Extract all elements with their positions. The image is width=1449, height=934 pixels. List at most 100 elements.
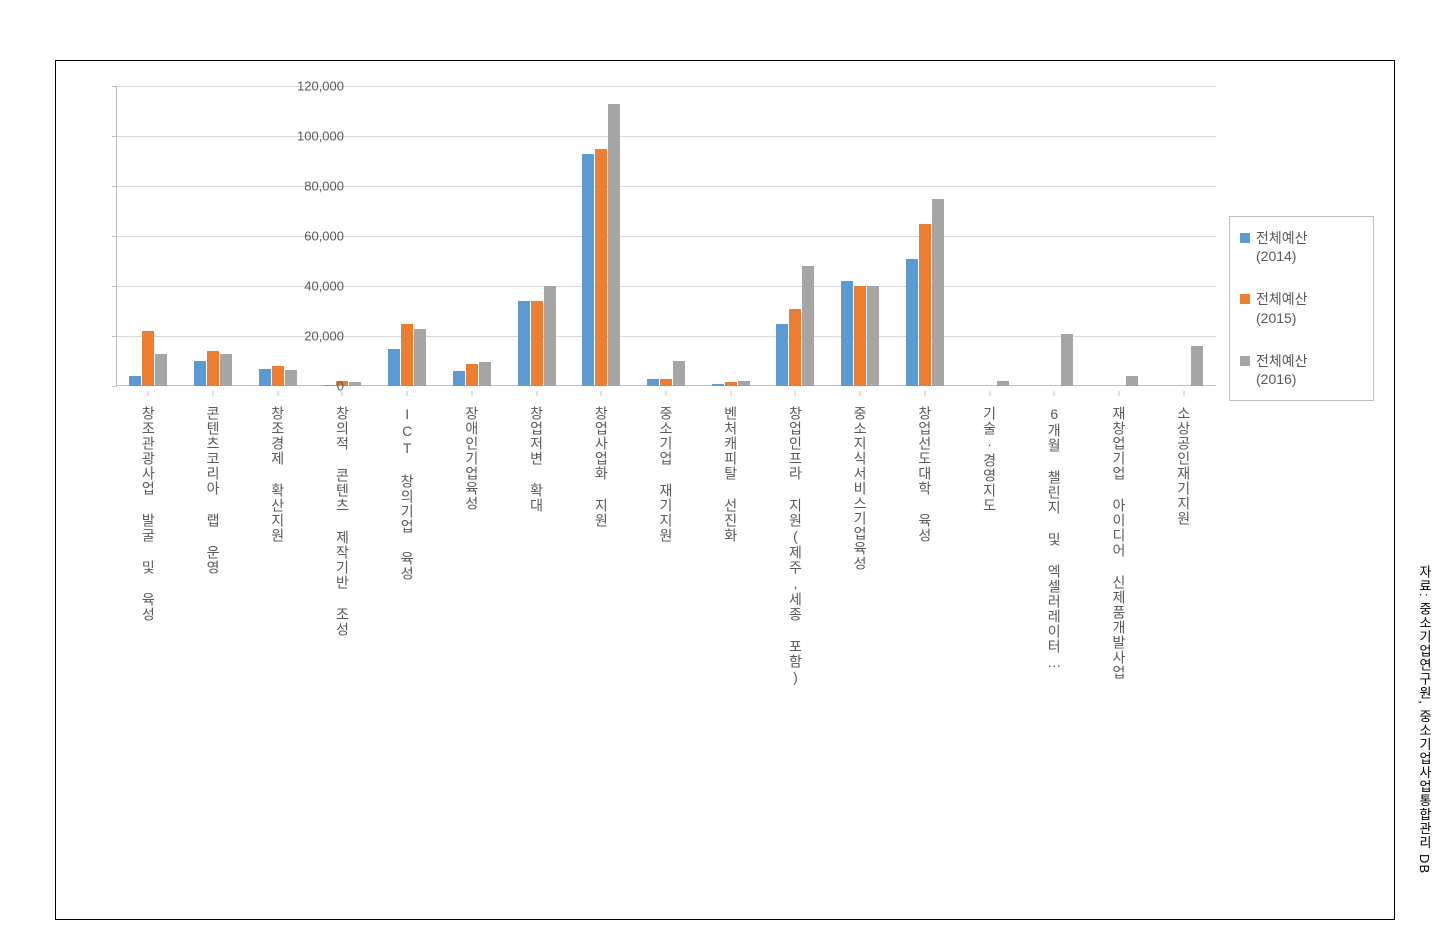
bar-group	[1035, 334, 1073, 387]
legend-label: 전체예산(2014)	[1256, 229, 1308, 265]
bar	[518, 301, 530, 386]
bar	[401, 324, 413, 387]
y-tick-label: 60,000	[284, 229, 344, 244]
bar	[220, 354, 232, 387]
bar-group	[194, 351, 232, 386]
bar-group	[518, 286, 556, 386]
x-tick-mark	[924, 391, 925, 396]
bar	[129, 376, 141, 386]
bar	[802, 266, 814, 386]
bars-area	[116, 86, 1216, 386]
chart-container: 창조관광사업 발굴 및 육성 콘텐츠코리아 랩 운영 창조경제 확산지원 창의적 콘텐…	[55, 60, 1395, 920]
bar	[207, 351, 219, 386]
x-tick-label: 벤처캐피탈 선진화	[721, 406, 741, 543]
legend-swatch	[1240, 233, 1250, 243]
bar	[841, 281, 853, 386]
x-tick-label: 재창업기업 아이디어 신제품개발사업	[1109, 406, 1129, 680]
legend-item: 전체예산(2015)	[1240, 290, 1363, 326]
bar-group	[776, 266, 814, 386]
x-tick-label: 콘텐츠코리아 랩 운영	[203, 406, 223, 575]
legend-item: 전체예산(2014)	[1240, 229, 1363, 265]
y-tick-label: 20,000	[284, 329, 344, 344]
bar-group	[841, 281, 879, 386]
x-tick-label: 장애인기업육성	[462, 406, 482, 511]
bar-group	[1100, 376, 1138, 386]
bar-group	[388, 324, 426, 387]
bar	[997, 381, 1009, 386]
bar	[738, 381, 750, 386]
bar	[142, 331, 154, 386]
x-tick-label: 창조관광사업 발굴 및 육성	[138, 406, 158, 622]
bar	[725, 382, 737, 386]
x-tick-label: 창업선도대학 육성	[915, 406, 935, 543]
bar	[479, 362, 491, 386]
bar	[776, 324, 788, 387]
bar	[919, 224, 931, 387]
x-tick-label: 창조경제 확산지원	[268, 406, 288, 543]
bar	[595, 149, 607, 387]
x-labels-area: 창조관광사업 발굴 및 육성 콘텐츠코리아 랩 운영 창조경제 확산지원 창의적 콘텐…	[116, 391, 1216, 891]
x-tick-label: 중소기업 재기지원	[656, 406, 676, 543]
legend-label: 전체예산(2015)	[1256, 290, 1308, 326]
bar	[414, 329, 426, 387]
bar	[906, 259, 918, 387]
x-tick-mark	[213, 391, 214, 396]
bar	[194, 361, 206, 386]
bar-group	[129, 331, 167, 386]
x-tick-label: 소상공인재기지원	[1174, 406, 1194, 526]
bar	[582, 154, 594, 387]
y-tick-label: 120,000	[284, 79, 344, 94]
bar-group	[453, 362, 491, 386]
bar	[1126, 376, 1138, 386]
x-tick-mark	[666, 391, 667, 396]
bar	[854, 286, 866, 386]
x-tick-mark	[536, 391, 537, 396]
x-tick-mark	[1054, 391, 1055, 396]
x-tick-mark	[407, 391, 408, 396]
x-tick-label: 창업사업화 지원	[591, 406, 611, 528]
bar	[673, 361, 685, 386]
bar	[531, 301, 543, 386]
bar	[349, 382, 361, 386]
bar-group	[906, 199, 944, 387]
x-tick-label: 중소지식서비스기업육성	[850, 406, 870, 571]
bar-group	[971, 381, 1009, 386]
x-tick-mark	[601, 391, 602, 396]
bar-group	[582, 104, 620, 387]
y-tick-label: 80,000	[284, 179, 344, 194]
bar	[789, 309, 801, 387]
x-tick-label: 창업저변 확대	[527, 406, 547, 513]
source-text: 자료: 중소기업연구원, 중소기업사업통합관리 DB	[1415, 565, 1434, 874]
bar	[1061, 334, 1073, 387]
x-tick-label: 6개월 챌린지 및 엑셀러레이터…	[1044, 406, 1064, 671]
bar	[647, 379, 659, 387]
bar	[932, 199, 944, 387]
x-tick-mark	[795, 391, 796, 396]
x-tick-label: 창의적 콘텐츠 제작기반 조성	[332, 406, 352, 637]
x-tick-label: 창업인프라 지원(제주,세종 포함)	[785, 406, 805, 686]
bar	[660, 379, 672, 387]
x-tick-mark	[148, 391, 149, 396]
x-tick-mark	[471, 391, 472, 396]
y-tick-label: 40,000	[284, 279, 344, 294]
y-tick-label: 0	[284, 379, 344, 394]
x-tick-mark	[1118, 391, 1119, 396]
bar	[388, 349, 400, 387]
x-tick-label: ICT 창의기업 육성	[397, 406, 417, 581]
x-tick-mark	[277, 391, 278, 396]
x-tick-mark	[730, 391, 731, 396]
legend-swatch	[1240, 294, 1250, 304]
bar	[272, 366, 284, 386]
bar	[544, 286, 556, 386]
bar	[712, 384, 724, 387]
y-tick-mark	[112, 386, 117, 387]
legend-swatch	[1240, 356, 1250, 366]
y-tick-label: 100,000	[284, 129, 344, 144]
bar	[867, 286, 879, 386]
bar-group	[647, 361, 685, 386]
bar	[453, 371, 465, 386]
x-tick-mark	[860, 391, 861, 396]
bar	[259, 369, 271, 387]
x-tick-label: 기술·경영지도	[980, 406, 1000, 513]
bar	[155, 354, 167, 387]
